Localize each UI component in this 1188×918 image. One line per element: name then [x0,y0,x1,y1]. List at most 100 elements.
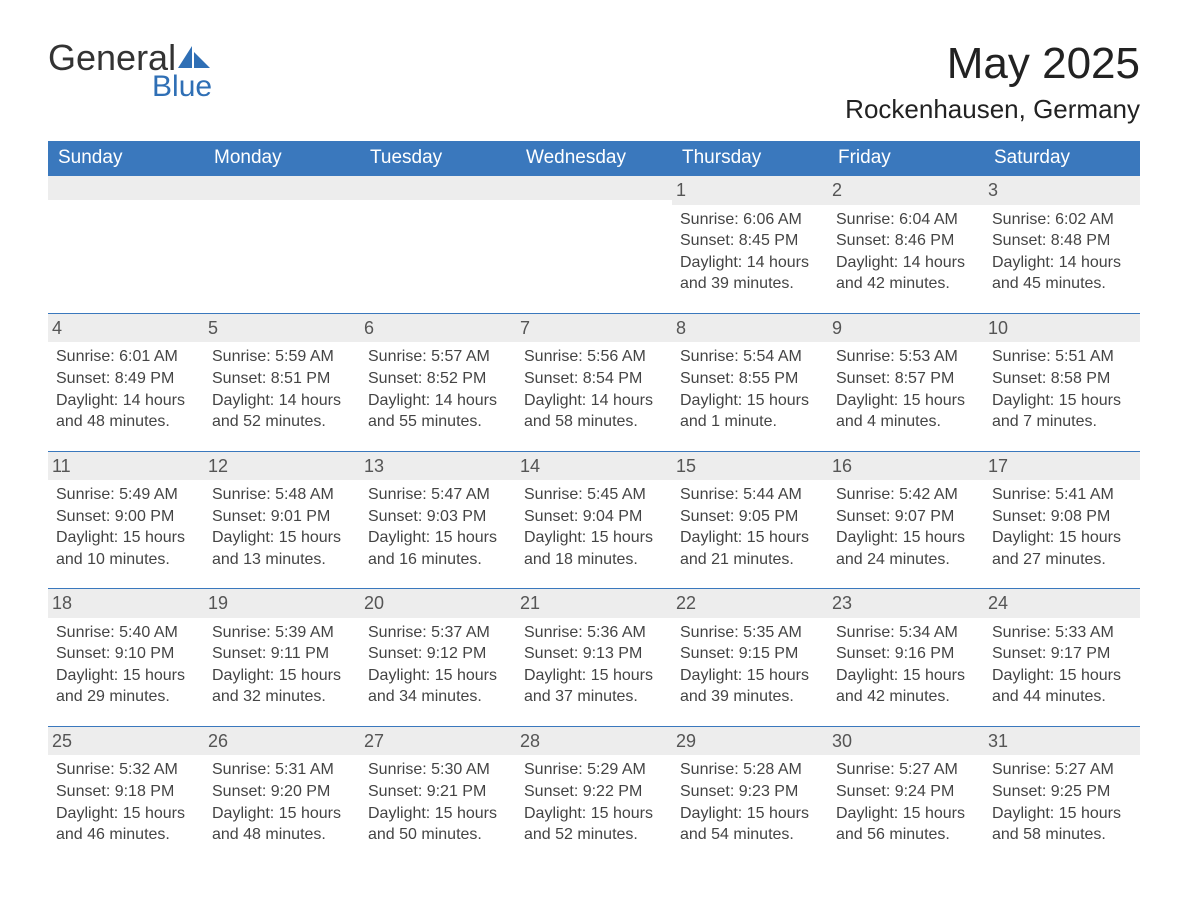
sunset-line: Sunset: 8:48 PM [992,230,1132,252]
calendar-cell: 11Sunrise: 5:49 AMSunset: 9:00 PMDayligh… [48,451,204,589]
day-number: 28 [516,727,672,755]
sunrise-line: Sunrise: 5:47 AM [368,484,508,506]
sunset-line: Sunset: 9:07 PM [836,506,976,528]
daylight-line: Daylight: 15 hours and 13 minutes. [212,527,352,570]
sunset-line: Sunset: 8:51 PM [212,368,352,390]
calendar-page: General Blue May 2025 Rockenhausen, Germ… [0,0,1188,894]
calendar-cell: 6Sunrise: 5:57 AMSunset: 8:52 PMDaylight… [360,314,516,452]
sunset-line: Sunset: 9:04 PM [524,506,664,528]
daylight-line: Daylight: 15 hours and 58 minutes. [992,803,1132,846]
sunrise-line: Sunrise: 5:27 AM [836,759,976,781]
day-number: 3 [984,176,1140,204]
daylight-line: Daylight: 14 hours and 42 minutes. [836,252,976,295]
day-details: Sunrise: 5:37 AMSunset: 9:12 PMDaylight:… [368,622,508,708]
day-number: 16 [828,452,984,480]
weekday-row: SundayMondayTuesdayWednesdayThursdayFrid… [48,141,1140,176]
header: General Blue May 2025 Rockenhausen, Germ… [48,40,1140,135]
calendar-cell: 28Sunrise: 5:29 AMSunset: 9:22 PMDayligh… [516,727,672,864]
calendar-cell: 27Sunrise: 5:30 AMSunset: 9:21 PMDayligh… [360,727,516,864]
day-details: Sunrise: 5:40 AMSunset: 9:10 PMDaylight:… [56,622,196,708]
sunset-line: Sunset: 9:16 PM [836,643,976,665]
calendar-cell: 18Sunrise: 5:40 AMSunset: 9:10 PMDayligh… [48,589,204,727]
calendar-cell: 24Sunrise: 5:33 AMSunset: 9:17 PMDayligh… [984,589,1140,727]
day-number: 7 [516,314,672,342]
calendar-cell [204,176,360,314]
daylight-line: Daylight: 15 hours and 37 minutes. [524,665,664,708]
sunrise-line: Sunrise: 5:57 AM [368,346,508,368]
daylight-line: Daylight: 15 hours and 32 minutes. [212,665,352,708]
day-details: Sunrise: 6:02 AMSunset: 8:48 PMDaylight:… [992,209,1132,295]
daylight-line: Daylight: 15 hours and 10 minutes. [56,527,196,570]
sunset-line: Sunset: 9:08 PM [992,506,1132,528]
day-details: Sunrise: 6:01 AMSunset: 8:49 PMDaylight:… [56,346,196,432]
daylight-line: Daylight: 14 hours and 45 minutes. [992,252,1132,295]
day-number: 21 [516,589,672,617]
sunset-line: Sunset: 9:15 PM [680,643,820,665]
day-number: 31 [984,727,1140,755]
day-number: 14 [516,452,672,480]
daylight-line: Daylight: 15 hours and 46 minutes. [56,803,196,846]
sunrise-line: Sunrise: 5:53 AM [836,346,976,368]
day-details: Sunrise: 5:49 AMSunset: 9:00 PMDaylight:… [56,484,196,570]
day-number: 13 [360,452,516,480]
daylight-line: Daylight: 15 hours and 52 minutes. [524,803,664,846]
daylight-line: Daylight: 15 hours and 21 minutes. [680,527,820,570]
sunset-line: Sunset: 9:23 PM [680,781,820,803]
daylight-line: Daylight: 15 hours and 1 minute. [680,390,820,433]
sunset-line: Sunset: 9:05 PM [680,506,820,528]
day-number: 29 [672,727,828,755]
day-details: Sunrise: 5:30 AMSunset: 9:21 PMDaylight:… [368,759,508,845]
sunrise-line: Sunrise: 5:27 AM [992,759,1132,781]
calendar-body: 1 Sunrise: 6:06 AMSunset: 8:45 PMDaylight… [48,176,1140,864]
sunrise-line: Sunrise: 5:40 AM [56,622,196,644]
sunset-line: Sunset: 9:01 PM [212,506,352,528]
sunset-line: Sunset: 9:22 PM [524,781,664,803]
daylight-line: Daylight: 14 hours and 39 minutes. [680,252,820,295]
day-details: Sunrise: 5:47 AMSunset: 9:03 PMDaylight:… [368,484,508,570]
day-details: Sunrise: 5:34 AMSunset: 9:16 PMDaylight:… [836,622,976,708]
daylight-line: Daylight: 14 hours and 52 minutes. [212,390,352,433]
calendar-cell: 3 Sunrise: 6:02 AMSunset: 8:48 PMDaylight… [984,176,1140,314]
sunrise-line: Sunrise: 5:45 AM [524,484,664,506]
day-number: 10 [984,314,1140,342]
day-number [204,176,360,200]
day-details: Sunrise: 5:56 AMSunset: 8:54 PMDaylight:… [524,346,664,432]
calendar-cell: 14Sunrise: 5:45 AMSunset: 9:04 PMDayligh… [516,451,672,589]
calendar-cell: 1 Sunrise: 6:06 AMSunset: 8:45 PMDaylight… [672,176,828,314]
daylight-line: Daylight: 15 hours and 50 minutes. [368,803,508,846]
sunrise-line: Sunrise: 5:28 AM [680,759,820,781]
day-details: Sunrise: 5:36 AMSunset: 9:13 PMDaylight:… [524,622,664,708]
sunset-line: Sunset: 9:12 PM [368,643,508,665]
sunrise-line: Sunrise: 5:39 AM [212,622,352,644]
sunset-line: Sunset: 8:46 PM [836,230,976,252]
day-number: 1 [672,176,828,204]
day-details: Sunrise: 5:41 AMSunset: 9:08 PMDaylight:… [992,484,1132,570]
weekday-header: Thursday [672,141,828,176]
day-number: 12 [204,452,360,480]
sunrise-line: Sunrise: 5:34 AM [836,622,976,644]
day-number: 4 [48,314,204,342]
calendar-cell: 16Sunrise: 5:42 AMSunset: 9:07 PMDayligh… [828,451,984,589]
sunrise-line: Sunrise: 5:56 AM [524,346,664,368]
sunrise-line: Sunrise: 5:51 AM [992,346,1132,368]
calendar-cell: 8Sunrise: 5:54 AMSunset: 8:55 PMDaylight… [672,314,828,452]
sunrise-line: Sunrise: 5:48 AM [212,484,352,506]
sunset-line: Sunset: 9:17 PM [992,643,1132,665]
calendar-table: SundayMondayTuesdayWednesdayThursdayFrid… [48,141,1140,863]
day-details: Sunrise: 6:06 AMSunset: 8:45 PMDaylight:… [680,209,820,295]
sunrise-line: Sunrise: 5:36 AM [524,622,664,644]
day-number: 6 [360,314,516,342]
sunset-line: Sunset: 9:24 PM [836,781,976,803]
sunset-line: Sunset: 9:13 PM [524,643,664,665]
day-number: 22 [672,589,828,617]
calendar-cell: 26Sunrise: 5:31 AMSunset: 9:20 PMDayligh… [204,727,360,864]
daylight-line: Daylight: 15 hours and 4 minutes. [836,390,976,433]
sunrise-line: Sunrise: 5:49 AM [56,484,196,506]
calendar-cell: 12 Sunrise: 5:48 AMSunset: 9:01 PMDayligh… [204,451,360,589]
calendar-cell: 29Sunrise: 5:28 AMSunset: 9:23 PMDayligh… [672,727,828,864]
calendar-cell [516,176,672,314]
calendar-cell: 19Sunrise: 5:39 AMSunset: 9:11 PMDayligh… [204,589,360,727]
daylight-line: Daylight: 15 hours and 16 minutes. [368,527,508,570]
calendar-cell: 9Sunrise: 5:53 AMSunset: 8:57 PMDaylight… [828,314,984,452]
sunrise-line: Sunrise: 5:54 AM [680,346,820,368]
